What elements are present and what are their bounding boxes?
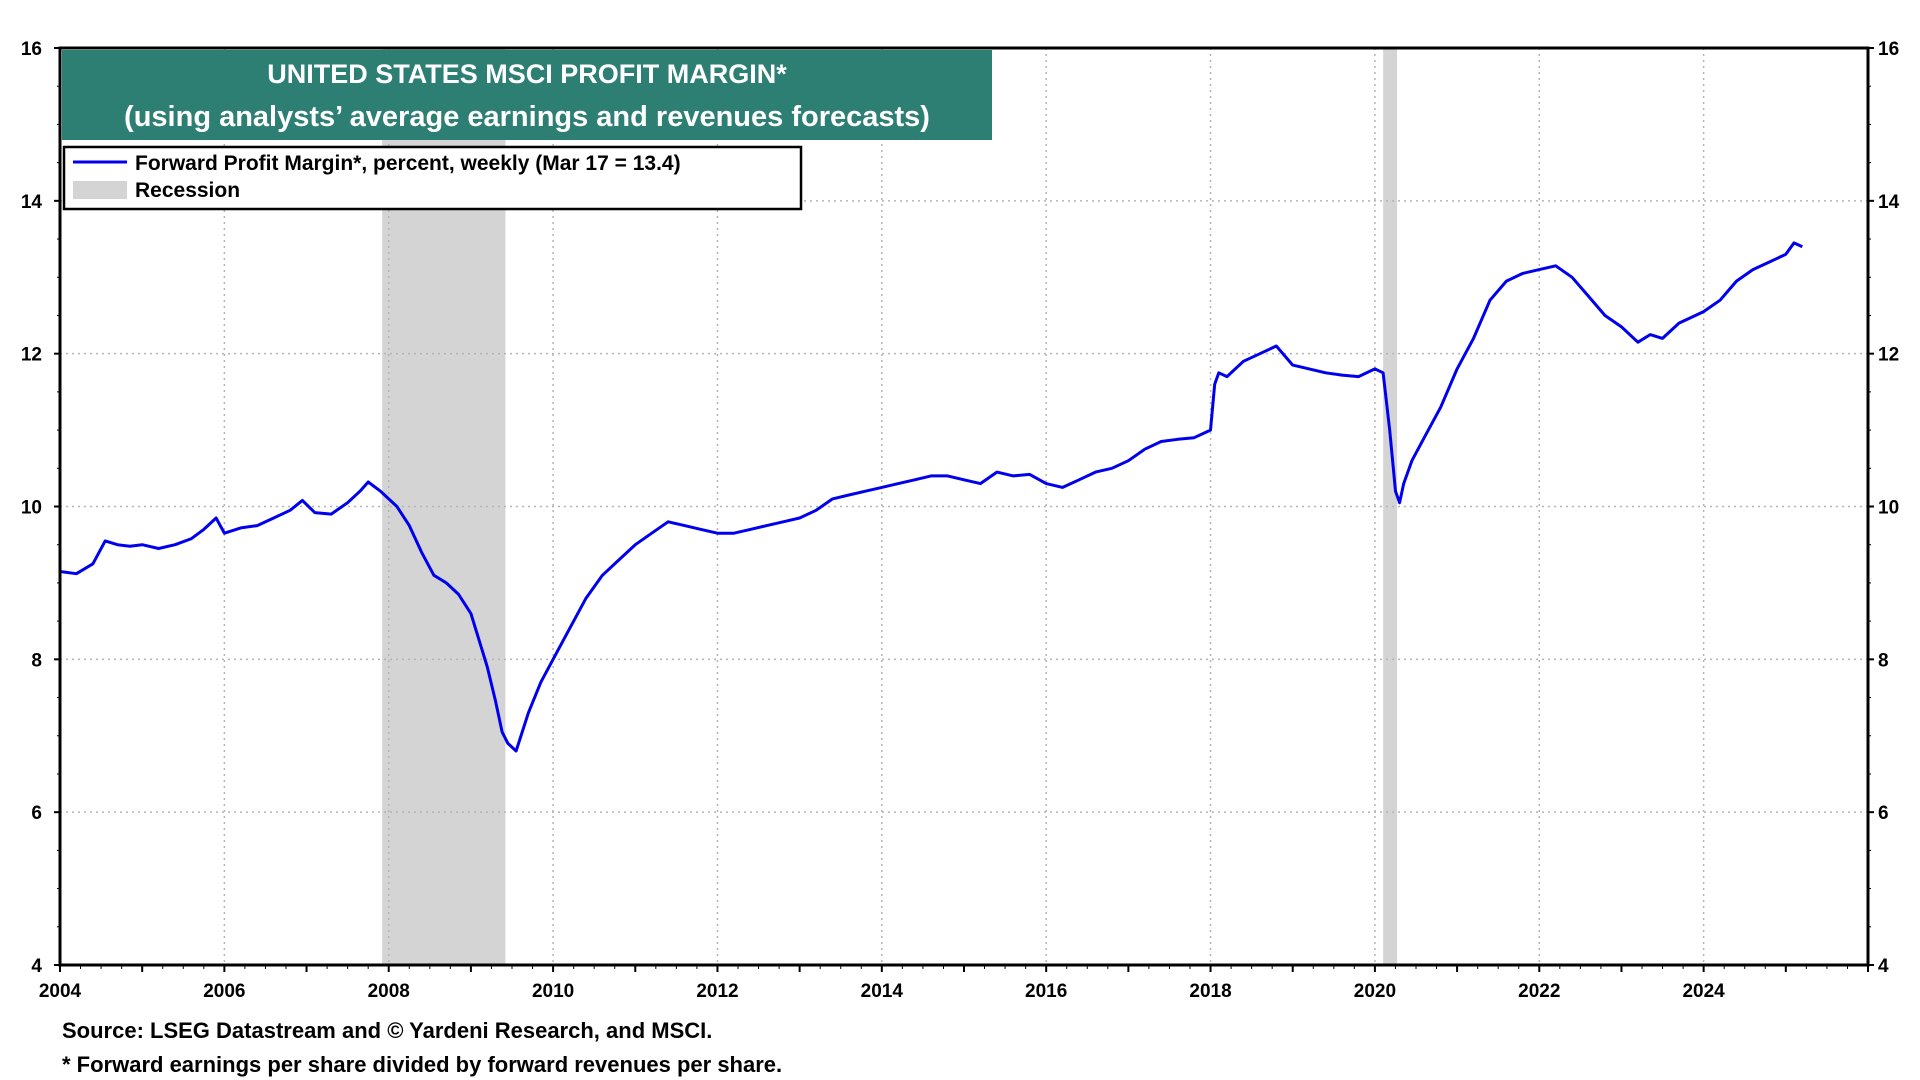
y-tick-label-right-10: 10	[1878, 498, 1899, 519]
x-tick-label-2012: 2012	[696, 981, 738, 1002]
legend-recession-label: Recession	[135, 179, 240, 202]
x-tick-label-2010: 2010	[532, 981, 574, 1002]
y-tick-label-right-8: 8	[1878, 650, 1889, 671]
x-tick-label-2022: 2022	[1518, 981, 1560, 1002]
source-note: Source: LSEG Datastream and © Yardeni Re…	[62, 1018, 713, 1043]
title-background	[62, 50, 992, 140]
y-tick-label-left-10: 10	[21, 498, 42, 519]
x-tick-label-2016: 2016	[1025, 981, 1067, 1002]
x-tick-label-2006: 2006	[203, 981, 245, 1002]
y-tick-label-left-6: 6	[31, 803, 42, 824]
title-box: UNITED STATES MSCI PROFIT MARGIN* (using…	[62, 50, 992, 140]
y-tick-label-left-12: 12	[21, 345, 42, 366]
x-tick-label-2004: 2004	[39, 981, 82, 1002]
y-tick-label-right-16: 16	[1878, 39, 1899, 60]
legend-box	[62, 145, 803, 211]
x-tick-label-2020: 2020	[1354, 981, 1396, 1002]
x-tick-label-2014: 2014	[861, 981, 904, 1002]
series-line-1	[59, 241, 1803, 753]
legend-recession-swatch	[73, 181, 127, 199]
y-tick-label-left-14: 14	[21, 192, 43, 213]
axis-ticks: 4 4 6 6 8 8 10 10 12 12 14 14 16 16 2004 2006 2008 2010 20…	[21, 39, 1900, 1002]
x-tick-label-2024: 2024	[1682, 981, 1725, 1002]
chart-title: UNITED STATES MSCI PROFIT MARGIN*	[267, 59, 787, 89]
y-tick-label-left-8: 8	[31, 650, 42, 671]
x-tick-label-2018: 2018	[1189, 981, 1231, 1002]
legend: Forward Profit Margin*, percent, weekly …	[62, 145, 803, 211]
chart-subtitle: (using analysts’ average earnings and re…	[124, 101, 930, 133]
y-tick-label-left-16: 16	[21, 39, 42, 60]
footnote: * Forward earnings per share divided by …	[62, 1052, 783, 1077]
y-tick-label-right-14: 14	[1878, 192, 1900, 213]
legend-line-label: Forward Profit Margin*, percent, weekly …	[135, 152, 681, 175]
y-tick-label-right-12: 12	[1878, 345, 1899, 366]
y-tick-label-right-4: 4	[1878, 956, 1889, 977]
x-tick-label-2008: 2008	[368, 981, 410, 1002]
recession-band-2	[1383, 48, 1398, 965]
y-tick-label-right-6: 6	[1878, 803, 1889, 824]
series-layer	[59, 241, 1803, 753]
y-tick-label-left-4: 4	[31, 956, 42, 977]
